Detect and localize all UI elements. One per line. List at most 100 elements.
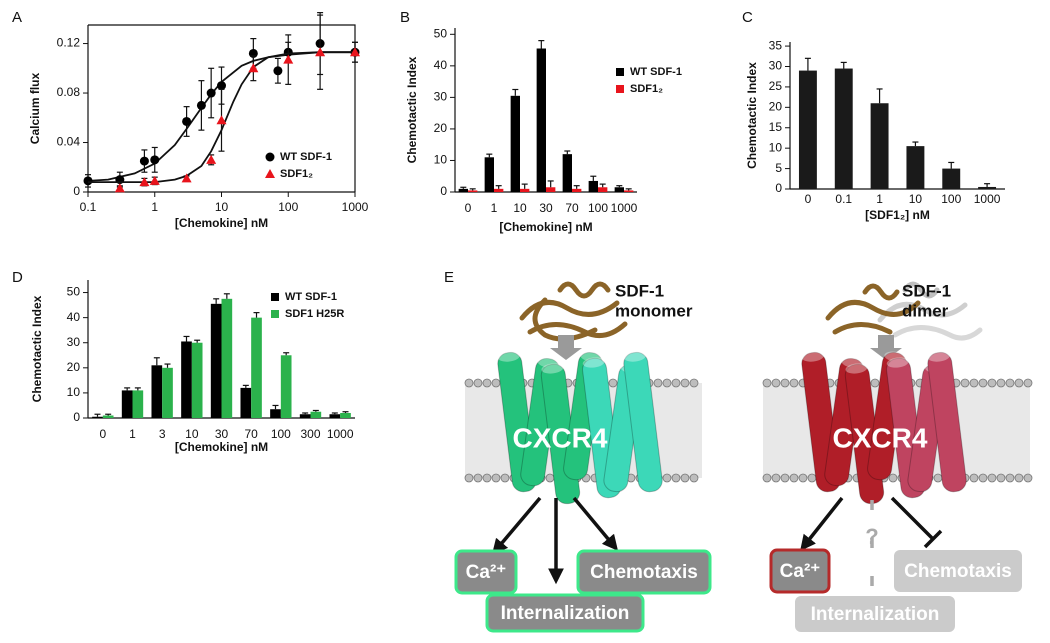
bar	[270, 409, 281, 418]
y-axis-label: Chemotactic Index	[405, 56, 419, 163]
point	[150, 155, 160, 165]
receptor-label: CXCR4	[513, 422, 608, 453]
y-tick-label: 35	[769, 38, 783, 52]
point	[248, 63, 259, 73]
lipid-head	[996, 378, 1006, 388]
output-box	[454, 549, 518, 595]
bar	[240, 387, 252, 418]
lipid-head	[671, 378, 681, 388]
y-tick-label: 40	[67, 310, 81, 324]
y-tick-label: 30	[434, 90, 448, 104]
lipid-head	[789, 378, 799, 388]
helix-top	[582, 357, 605, 368]
point	[206, 88, 216, 98]
helix-top	[845, 363, 868, 374]
ligand-monomer	[519, 281, 628, 342]
lipid-head	[482, 473, 492, 483]
helix-top	[928, 351, 950, 362]
y-tick-label: 0	[73, 410, 80, 424]
bar	[102, 415, 114, 418]
ligand-label: SDF-1	[615, 281, 664, 300]
y-tick-label: 0	[73, 184, 80, 198]
lipid-head	[978, 473, 988, 483]
ligand-label: dimer	[902, 301, 949, 320]
bar	[92, 416, 103, 418]
inhibition	[890, 496, 935, 541]
output-box	[795, 596, 955, 632]
y-tick-label: 25	[769, 79, 783, 93]
helix	[927, 351, 967, 493]
y-tick-label: 0	[775, 181, 782, 195]
output-label: Ca²⁺	[466, 562, 507, 583]
receptor-label: CXCR4	[833, 422, 928, 453]
bar	[221, 298, 233, 418]
diagram: E SDF-1 monomer SDF-1 dimer CXCR4	[444, 269, 1033, 633]
receptor	[497, 351, 663, 505]
bar	[906, 146, 925, 189]
arrow	[800, 496, 844, 551]
x-tick-label: 100	[278, 200, 298, 214]
bar	[310, 411, 322, 418]
bar	[121, 390, 133, 418]
legend-swatch	[271, 293, 279, 301]
bar	[458, 188, 468, 192]
helix-top	[498, 351, 520, 362]
bar	[210, 303, 222, 418]
output-box	[485, 593, 645, 633]
x-tick-label: 0.1	[835, 192, 852, 206]
bar	[191, 342, 203, 418]
bar	[329, 414, 341, 418]
output-label: Internalization	[811, 604, 940, 625]
fit-curve	[88, 51, 355, 183]
lipid-head	[689, 378, 699, 388]
lipid-head	[1014, 473, 1024, 483]
lipid-head	[671, 473, 681, 483]
lipid-head	[969, 378, 979, 388]
helix-top	[624, 351, 646, 362]
bar	[280, 355, 292, 418]
legend-marker	[265, 152, 275, 162]
point	[83, 176, 93, 186]
y-tick-label: 5	[775, 161, 782, 175]
y-tick-label: 0	[440, 184, 447, 198]
x-tick-label: 0.1	[80, 200, 97, 214]
x-axis-label: [SDF1₂] nM	[865, 208, 930, 222]
point	[217, 81, 226, 91]
inhibition-bar	[923, 529, 943, 549]
lipid-head	[653, 378, 663, 388]
bar	[484, 157, 494, 192]
x-tick-label: 10	[909, 192, 923, 206]
legend-swatch	[616, 68, 624, 76]
lipid-head	[771, 473, 781, 483]
y-tick-label: 10	[67, 385, 81, 399]
point	[149, 175, 160, 185]
lipid-head	[1014, 378, 1024, 388]
point	[139, 177, 150, 187]
legend-swatch	[271, 310, 279, 318]
output-label: Internalization	[501, 603, 630, 624]
bar	[624, 190, 634, 192]
bar	[162, 367, 173, 418]
legend-label: WT SDF-1	[280, 151, 332, 163]
lipid-head	[500, 473, 510, 483]
x-tick-label: 1	[876, 192, 883, 206]
x-tick-label: 100	[271, 427, 291, 441]
y-tick-label: 20	[769, 100, 783, 114]
helix-top	[886, 357, 909, 368]
y-tick-label: 50	[67, 285, 81, 299]
x-tick-label: 100	[941, 192, 961, 206]
x-tick-label: 0	[805, 192, 812, 206]
panel-label: B	[400, 9, 410, 26]
lipid-head	[789, 473, 799, 483]
x-tick-label: 10	[215, 200, 229, 214]
legend-marker	[265, 169, 275, 178]
bar	[614, 187, 624, 192]
lipid-head	[482, 378, 492, 388]
point	[196, 100, 206, 110]
helix-top	[802, 351, 824, 362]
x-tick-label: 0	[465, 201, 472, 215]
y-tick-label: 0.08	[57, 85, 81, 99]
x-tick-label: 1	[491, 201, 498, 215]
lipid-head	[987, 378, 997, 388]
legend-label: WT SDF-1	[630, 66, 682, 78]
